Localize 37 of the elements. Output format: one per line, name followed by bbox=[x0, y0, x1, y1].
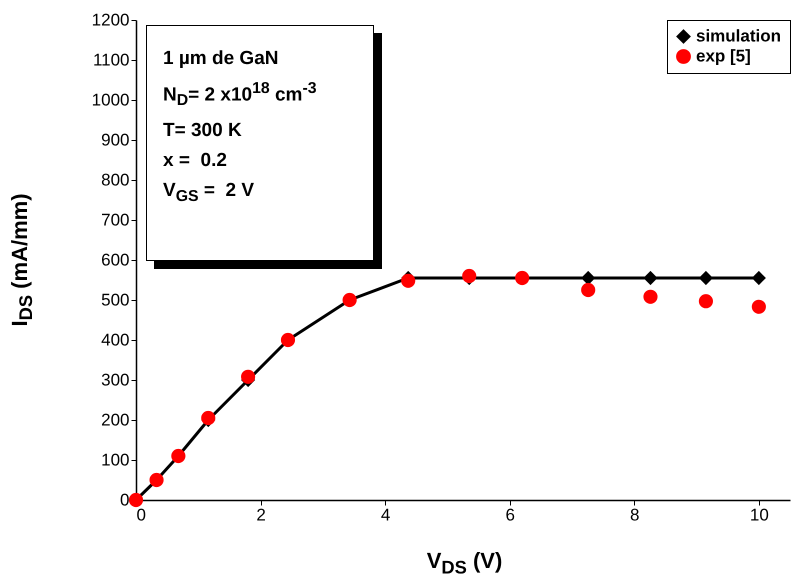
annotation: V$_{GS}$ = 2 V bbox=[163, 179, 256, 207]
point bbox=[643, 270, 658, 286]
x-tick-label: 8 bbox=[630, 506, 640, 524]
point bbox=[581, 270, 596, 286]
annotation: x = 0.2 bbox=[163, 149, 228, 174]
y-tick-label: 500 bbox=[101, 290, 130, 310]
point bbox=[752, 270, 766, 286]
y-tick-label: 1000 bbox=[92, 90, 130, 110]
point bbox=[752, 300, 766, 314]
point bbox=[698, 294, 713, 308]
point bbox=[401, 274, 416, 288]
x-axis-title: V$_{DS}$ (V) bbox=[426, 548, 504, 578]
y-tick-label: 0 bbox=[120, 490, 130, 510]
x-tick-label: 10 bbox=[750, 506, 769, 524]
y-tick-label: 800 bbox=[101, 170, 130, 190]
annotation: T= 300 K bbox=[163, 119, 243, 144]
y-tick-label: 1200 bbox=[92, 10, 130, 30]
y-tick-label: 200 bbox=[101, 410, 130, 430]
x-tick-label: 2 bbox=[256, 506, 266, 524]
point bbox=[698, 270, 713, 286]
y-tick-label: 900 bbox=[101, 130, 130, 150]
y-tick-label: 100 bbox=[101, 450, 130, 470]
y-tick-label: 300 bbox=[101, 370, 130, 390]
point bbox=[581, 282, 596, 298]
x-tick-label: 6 bbox=[505, 506, 515, 524]
point bbox=[643, 290, 658, 304]
y-tick-label: 1100 bbox=[92, 50, 130, 70]
annotation: 1 µm de GaN bbox=[163, 47, 280, 71]
x-tick-label: 4 bbox=[380, 506, 390, 524]
point bbox=[241, 370, 256, 384]
y-tick-label: 400 bbox=[101, 330, 130, 350]
y-tick-label: 700 bbox=[101, 210, 130, 230]
legend-label: simulation bbox=[696, 26, 782, 46]
x-tick-label: 0 bbox=[136, 506, 146, 524]
y-tick-label: 600 bbox=[101, 250, 130, 270]
legend-label: exp [5] bbox=[696, 46, 751, 66]
annotation: N$_{D}$= 2 x10$^{18}$ cm$^{-3}$ bbox=[163, 79, 318, 112]
